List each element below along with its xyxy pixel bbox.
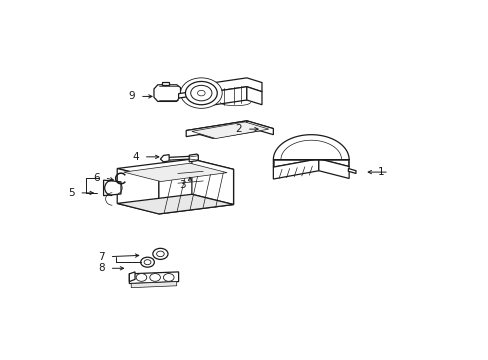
Polygon shape	[168, 156, 189, 160]
Circle shape	[141, 257, 154, 267]
Circle shape	[185, 81, 217, 105]
Polygon shape	[208, 87, 246, 105]
Polygon shape	[246, 87, 262, 105]
Polygon shape	[175, 168, 208, 174]
Polygon shape	[103, 180, 121, 196]
Circle shape	[156, 251, 164, 257]
Polygon shape	[201, 168, 208, 188]
Text: 8: 8	[98, 263, 105, 273]
Polygon shape	[175, 168, 201, 187]
Polygon shape	[160, 155, 169, 162]
Circle shape	[197, 90, 205, 96]
Polygon shape	[246, 121, 273, 135]
Polygon shape	[123, 163, 226, 181]
Circle shape	[163, 274, 174, 281]
Polygon shape	[191, 122, 268, 139]
Polygon shape	[186, 121, 246, 136]
Circle shape	[144, 260, 151, 265]
Polygon shape	[159, 169, 233, 214]
Polygon shape	[318, 159, 348, 179]
Polygon shape	[273, 159, 318, 179]
Polygon shape	[191, 159, 233, 204]
Polygon shape	[208, 78, 262, 92]
Polygon shape	[161, 82, 169, 85]
Text: 3: 3	[179, 180, 185, 190]
Circle shape	[190, 85, 211, 101]
Polygon shape	[273, 151, 348, 167]
Circle shape	[136, 274, 146, 281]
Polygon shape	[154, 85, 180, 102]
Circle shape	[180, 78, 222, 108]
Circle shape	[149, 274, 160, 281]
Polygon shape	[117, 168, 159, 214]
Text: 7: 7	[98, 252, 105, 262]
Text: 9: 9	[128, 91, 135, 102]
Polygon shape	[129, 272, 178, 284]
Text: 6: 6	[93, 173, 100, 183]
Polygon shape	[273, 135, 348, 159]
Polygon shape	[131, 282, 176, 288]
Text: 2: 2	[235, 124, 242, 134]
Polygon shape	[189, 154, 198, 162]
Polygon shape	[117, 194, 233, 214]
Text: 1: 1	[377, 167, 384, 177]
Text: 5: 5	[68, 188, 75, 198]
Polygon shape	[129, 272, 135, 282]
Polygon shape	[178, 92, 189, 98]
Text: 4: 4	[132, 152, 139, 162]
Polygon shape	[347, 168, 355, 174]
Polygon shape	[117, 159, 233, 179]
Circle shape	[153, 248, 168, 260]
Polygon shape	[186, 121, 273, 138]
